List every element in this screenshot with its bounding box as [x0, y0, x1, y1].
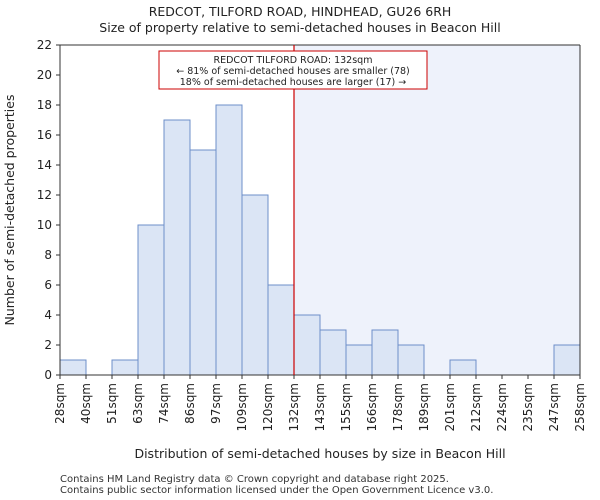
x-tick-label: 74sqm	[157, 383, 171, 424]
footer-licence: Contains public sector information licen…	[60, 485, 494, 496]
bar-97sqm	[215, 104, 243, 376]
y-tick-label: 14	[37, 158, 52, 172]
annotation-line-3: 18% of semi-detached houses are larger (…	[180, 77, 407, 88]
x-tick-label: 258sqm	[573, 383, 587, 431]
chart-title: REDCOT, TILFORD ROAD, HINDHEAD, GU26 6RH	[148, 4, 452, 19]
bar-63sqm	[137, 224, 165, 376]
x-tick-label: 166sqm	[365, 383, 379, 431]
y-tick-label: 2	[44, 338, 52, 352]
x-tick-label: 63sqm	[131, 383, 145, 424]
bar-201sqm	[449, 359, 477, 376]
annotation-line-1: REDCOT TILFORD ROAD: 132sqm	[214, 55, 373, 66]
y-tick-label: 0	[44, 368, 52, 382]
y-tick-label: 4	[44, 308, 52, 322]
x-tick-label: 155sqm	[339, 383, 353, 431]
bar-74sqm	[163, 119, 191, 376]
x-tick-label: 109sqm	[235, 383, 249, 431]
x-tick-label: 97sqm	[209, 383, 223, 424]
bar-155sqm	[345, 344, 373, 376]
y-axis-title: Number of semi-detached properties	[2, 95, 17, 326]
y-tick-label: 20	[37, 68, 52, 82]
bar-178sqm	[397, 344, 425, 376]
annotation-line-2: ← 81% of semi-detached houses are smalle…	[176, 66, 410, 77]
y-tick-label: 18	[37, 98, 52, 112]
x-tick-label: 28sqm	[53, 383, 67, 424]
x-tick-label: 178sqm	[391, 383, 405, 431]
y-tick-label: 16	[37, 128, 52, 142]
annotation-box	[158, 50, 428, 90]
x-tick-label: 212sqm	[469, 383, 483, 431]
bar-120sqm	[267, 284, 295, 376]
bar-86sqm	[189, 149, 217, 376]
y-tick-label: 8	[44, 248, 52, 262]
x-tick-label: 235sqm	[521, 383, 535, 431]
x-tick-label: 120sqm	[261, 383, 275, 431]
bar-143sqm	[319, 329, 347, 376]
y-tick-label: 10	[37, 218, 52, 232]
y-tick-label: 6	[44, 278, 52, 292]
x-tick-label: 201sqm	[443, 383, 457, 431]
y-tick-label: 22	[37, 38, 52, 52]
x-axis-title: Distribution of semi-detached houses by …	[134, 446, 505, 461]
x-tick-label: 189sqm	[417, 383, 431, 431]
x-tick-label: 224sqm	[495, 383, 509, 431]
x-tick-label: 40sqm	[79, 383, 93, 424]
bar-132sqm	[293, 314, 321, 376]
x-tick-label: 86sqm	[183, 383, 197, 424]
bar-247sqm	[553, 344, 581, 376]
bar-166sqm	[371, 329, 399, 376]
x-tick-label: 143sqm	[313, 383, 327, 431]
highlight-region	[294, 45, 580, 375]
x-tick-label: 247sqm	[547, 383, 561, 431]
bar-109sqm	[241, 194, 269, 376]
chart-subtitle: Size of property relative to semi-detach…	[99, 20, 501, 35]
x-tick-label: 51sqm	[105, 383, 119, 424]
x-tick-label: 132sqm	[287, 383, 301, 431]
y-tick-label: 12	[37, 188, 52, 202]
bar-51sqm	[111, 359, 139, 376]
footer-copyright: Contains HM Land Registry data © Crown c…	[60, 474, 449, 485]
bar-28sqm	[59, 359, 87, 376]
